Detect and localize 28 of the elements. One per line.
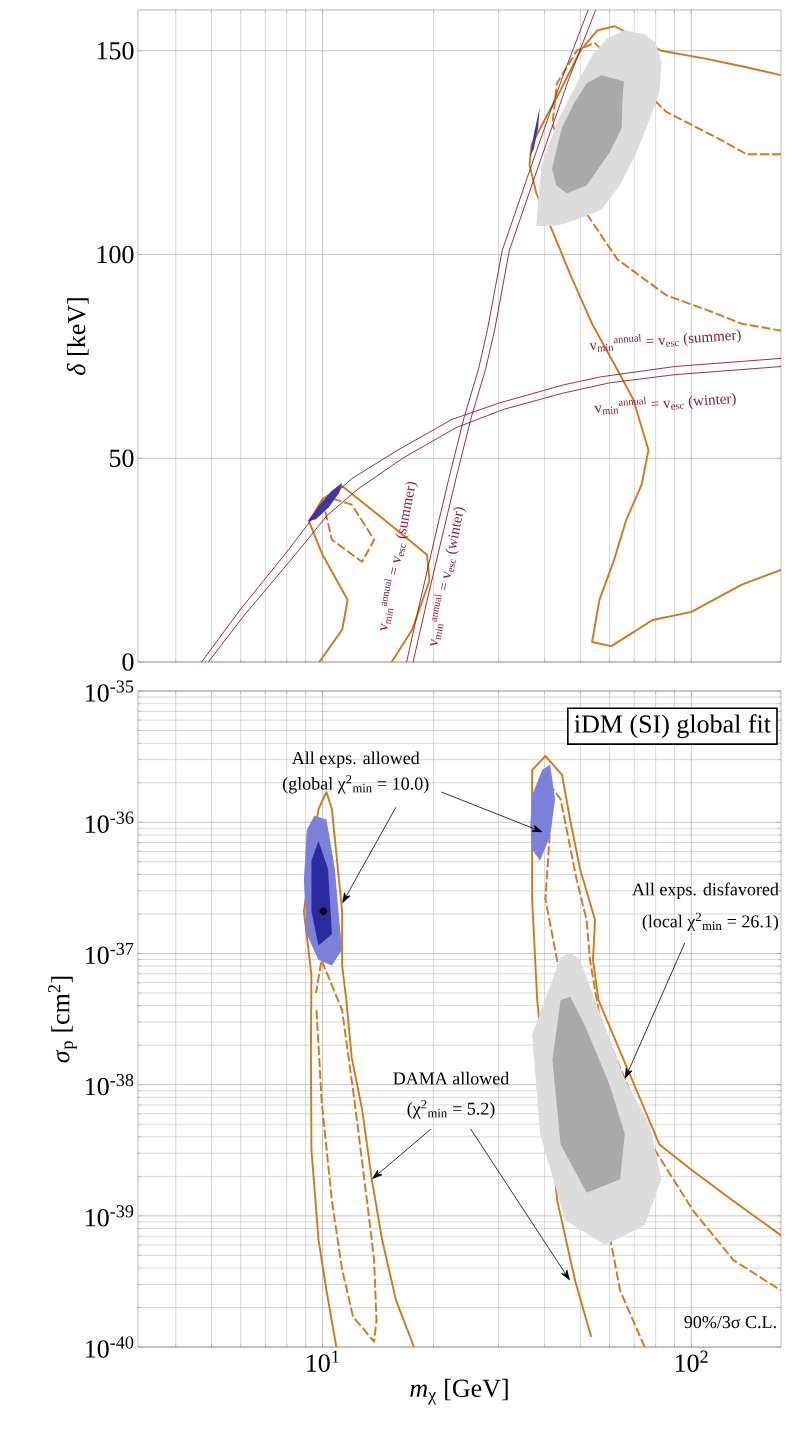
annotation: All exps. allowed [291,751,420,768]
series-label: v$_{min}$$^{annual}$ = v$_{esc}$ (summer) [589,329,741,352]
y-tick-label: 50 [109,449,134,468]
annotation: 90%/3σ C.L. [684,1315,776,1329]
y-tick-label: 10$^{-36}$ [86,811,134,833]
x-axis-title: m$_{χ}$ [GeV] [410,1378,508,1405]
annotation: (χ$^{2}$$_{min}$ = 5.2) [407,1099,495,1119]
y-axis-title: σ$_{p}$ [cm$^{2}$] [48,976,77,1063]
y-tick-label: 100 [97,245,134,264]
annotation: (local χ$^{2}$$_{min}$ = 26.1) [642,912,779,932]
annotation: iDM (SI) global fit [574,714,771,739]
annotation: (global χ$^{2}$$_{min}$ = 10.0) [282,774,429,794]
line-series [315,959,378,1343]
annotation: DAMA allowed [393,1071,510,1085]
y-tick-label: 10$^{-38}$ [86,1073,134,1096]
y-tick-label: 10$^{-37}$ [86,942,134,965]
x-tick-label: 10$^{1}$ [307,1350,339,1372]
text: v$_{min}$$^{annual}$ = v$_{esc}$ (summer) [380,481,419,631]
y-tick-label: 10$^{-40}$ [86,1336,134,1358]
series-label: v$_{min}$$^{annual}$ = v$_{esc}$ (winter) [594,392,736,415]
y-tick-label: 10$^{-39}$ [86,1205,134,1227]
y-tick-label: 0 [122,653,134,671]
y-tick-label: 10$^{-35}$ [86,680,134,702]
y-axis-title: δ [keV] [66,298,89,375]
text: v$_{min}$$^{annual}$ = v$_{esc}$ (winter) [430,507,467,646]
annotation: All exps. disfavored [632,882,779,900]
y-tick-label: 150 [97,41,134,60]
x-tick-label: 10$^{2}$ [675,1350,708,1372]
